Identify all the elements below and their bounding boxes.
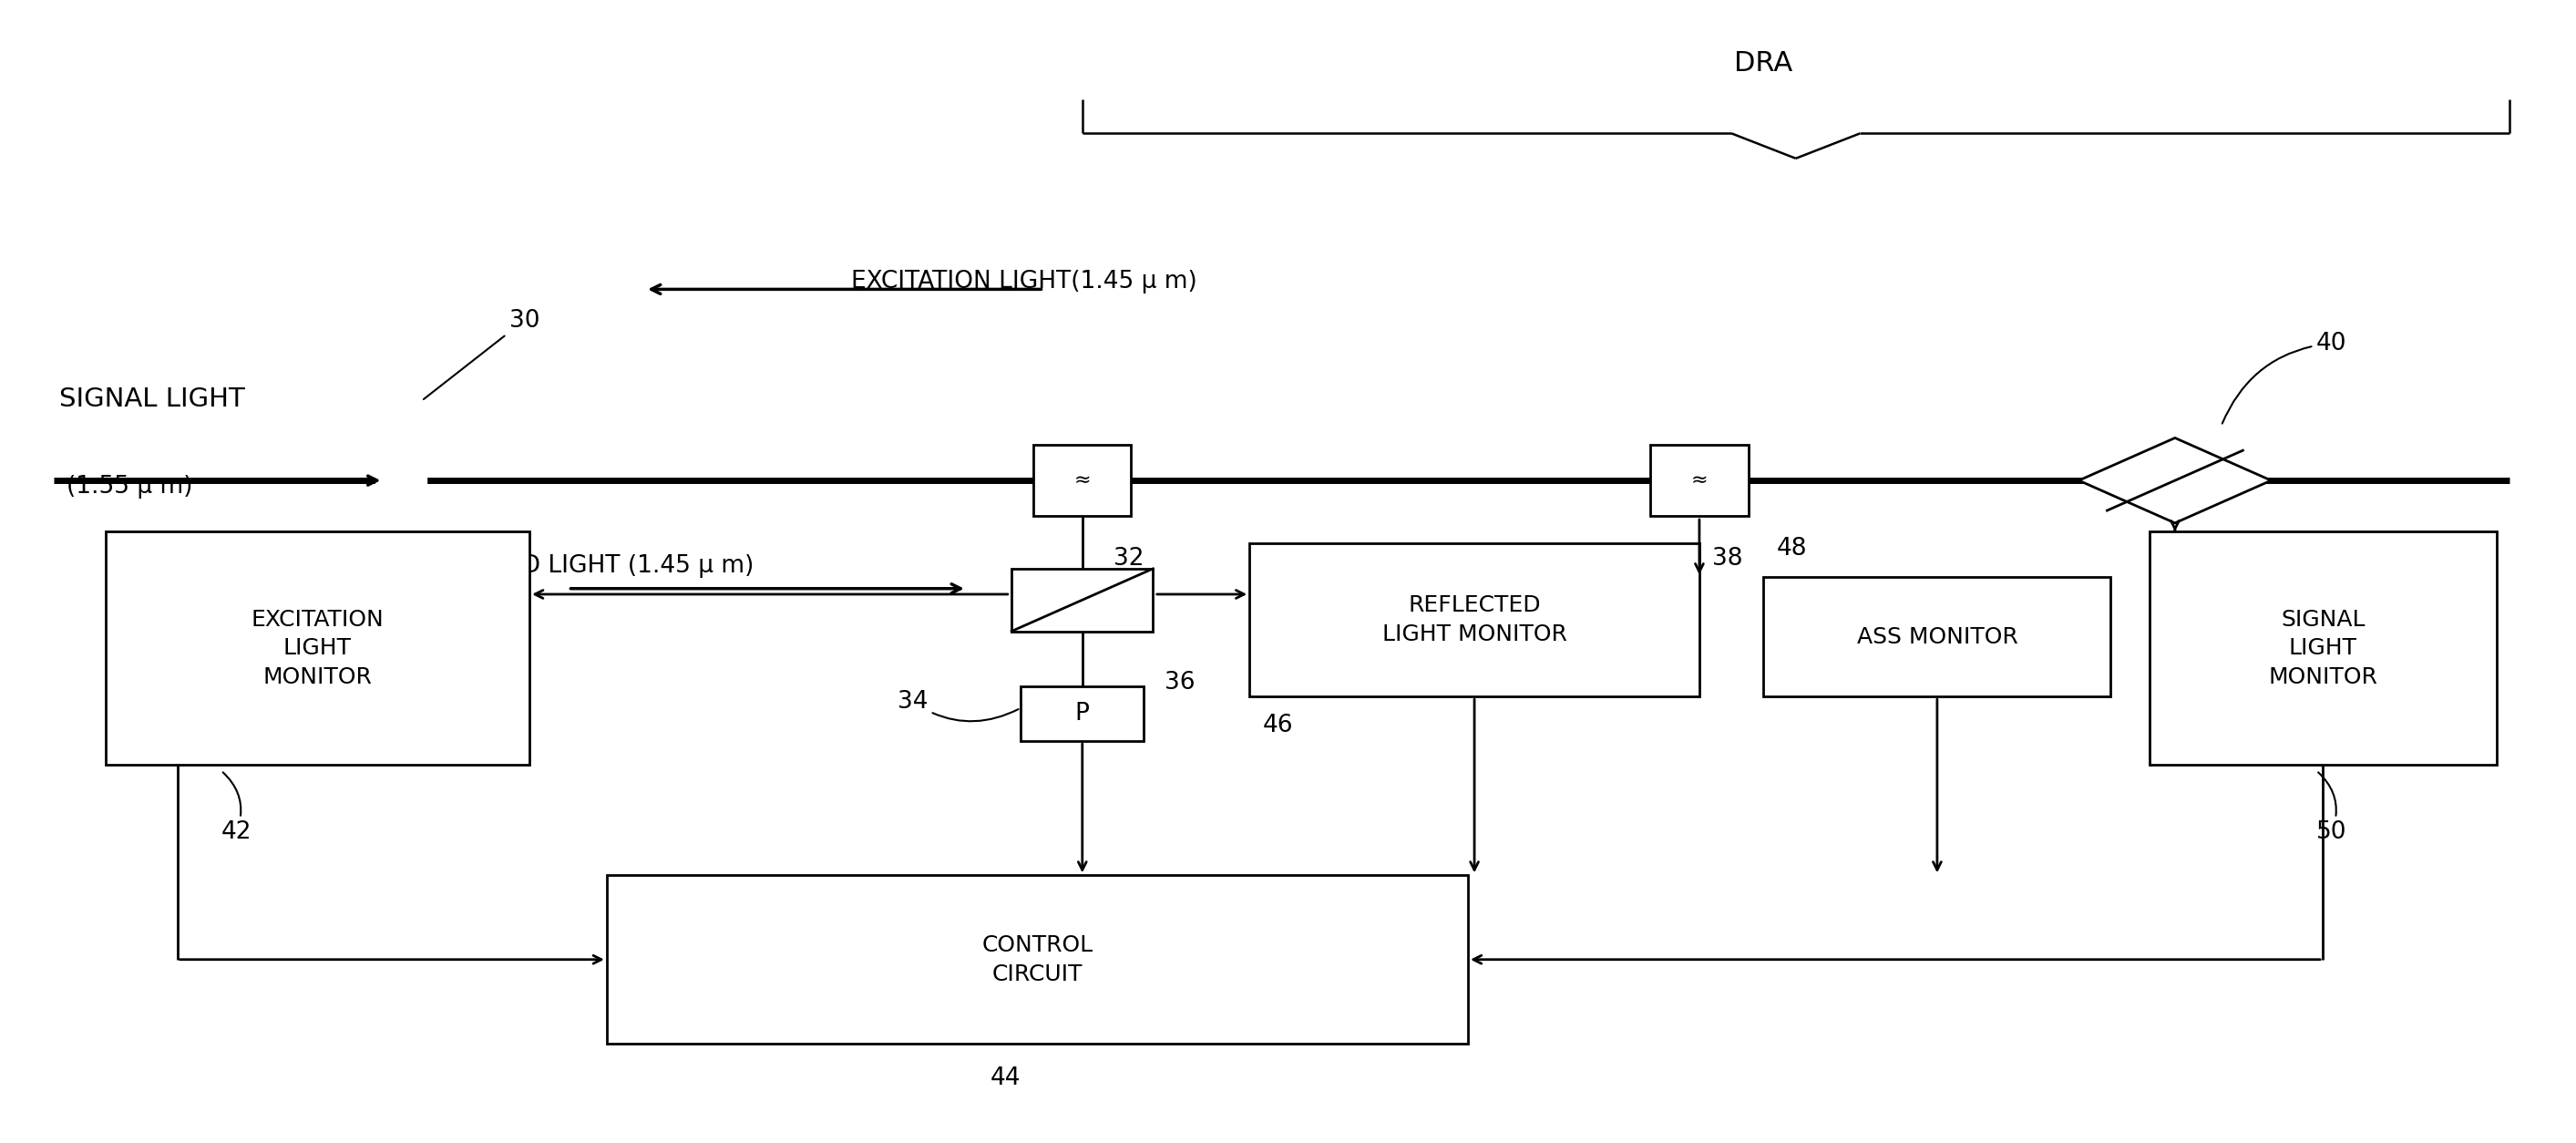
Text: 44: 44 bbox=[989, 1066, 1020, 1090]
Text: 32: 32 bbox=[1113, 546, 1144, 570]
Bar bbox=[1765, 577, 2110, 697]
FancyBboxPatch shape bbox=[1033, 445, 1131, 515]
Text: ≈: ≈ bbox=[1074, 471, 1090, 489]
Text: 38: 38 bbox=[1713, 546, 1744, 570]
Bar bbox=[1249, 543, 1700, 697]
Text: ASS MONITOR: ASS MONITOR bbox=[1857, 626, 2017, 648]
Text: (1.55 μ m): (1.55 μ m) bbox=[67, 474, 193, 498]
Text: 48: 48 bbox=[1777, 536, 1806, 560]
Text: 40: 40 bbox=[2223, 331, 2347, 424]
Text: 50: 50 bbox=[2316, 773, 2347, 845]
Text: 42: 42 bbox=[222, 773, 252, 845]
Text: EXCITATION LIGHT(1.45 μ m): EXCITATION LIGHT(1.45 μ m) bbox=[850, 270, 1198, 293]
Text: ≈: ≈ bbox=[1690, 471, 1708, 489]
Text: CPL: CPL bbox=[2154, 577, 2197, 599]
Text: 30: 30 bbox=[422, 309, 538, 399]
Bar bbox=[1020, 687, 1144, 741]
Text: REFLECTED LIGHT (1.45 μ m): REFLECTED LIGHT (1.45 μ m) bbox=[402, 554, 755, 577]
Text: P: P bbox=[1074, 702, 1090, 726]
Bar bbox=[106, 531, 531, 765]
Bar bbox=[608, 876, 1468, 1044]
Text: REFLECTED
LIGHT MONITOR: REFLECTED LIGHT MONITOR bbox=[1381, 594, 1566, 645]
Text: DRA: DRA bbox=[1734, 50, 1793, 77]
Text: 36: 36 bbox=[1164, 671, 1195, 694]
FancyBboxPatch shape bbox=[1651, 445, 1749, 515]
Text: 34: 34 bbox=[896, 690, 1018, 721]
Text: CONTROL
CIRCUIT: CONTROL CIRCUIT bbox=[981, 934, 1092, 985]
Bar bbox=[2148, 531, 2496, 765]
Text: 46: 46 bbox=[1262, 713, 1293, 737]
Bar bbox=[1012, 569, 1154, 631]
Polygon shape bbox=[2079, 438, 2272, 523]
Text: SIGNAL
LIGHT
MONITOR: SIGNAL LIGHT MONITOR bbox=[2269, 608, 2378, 688]
Text: EXCITATION
LIGHT
MONITOR: EXCITATION LIGHT MONITOR bbox=[250, 608, 384, 688]
Text: SIGNAL LIGHT: SIGNAL LIGHT bbox=[59, 386, 245, 413]
